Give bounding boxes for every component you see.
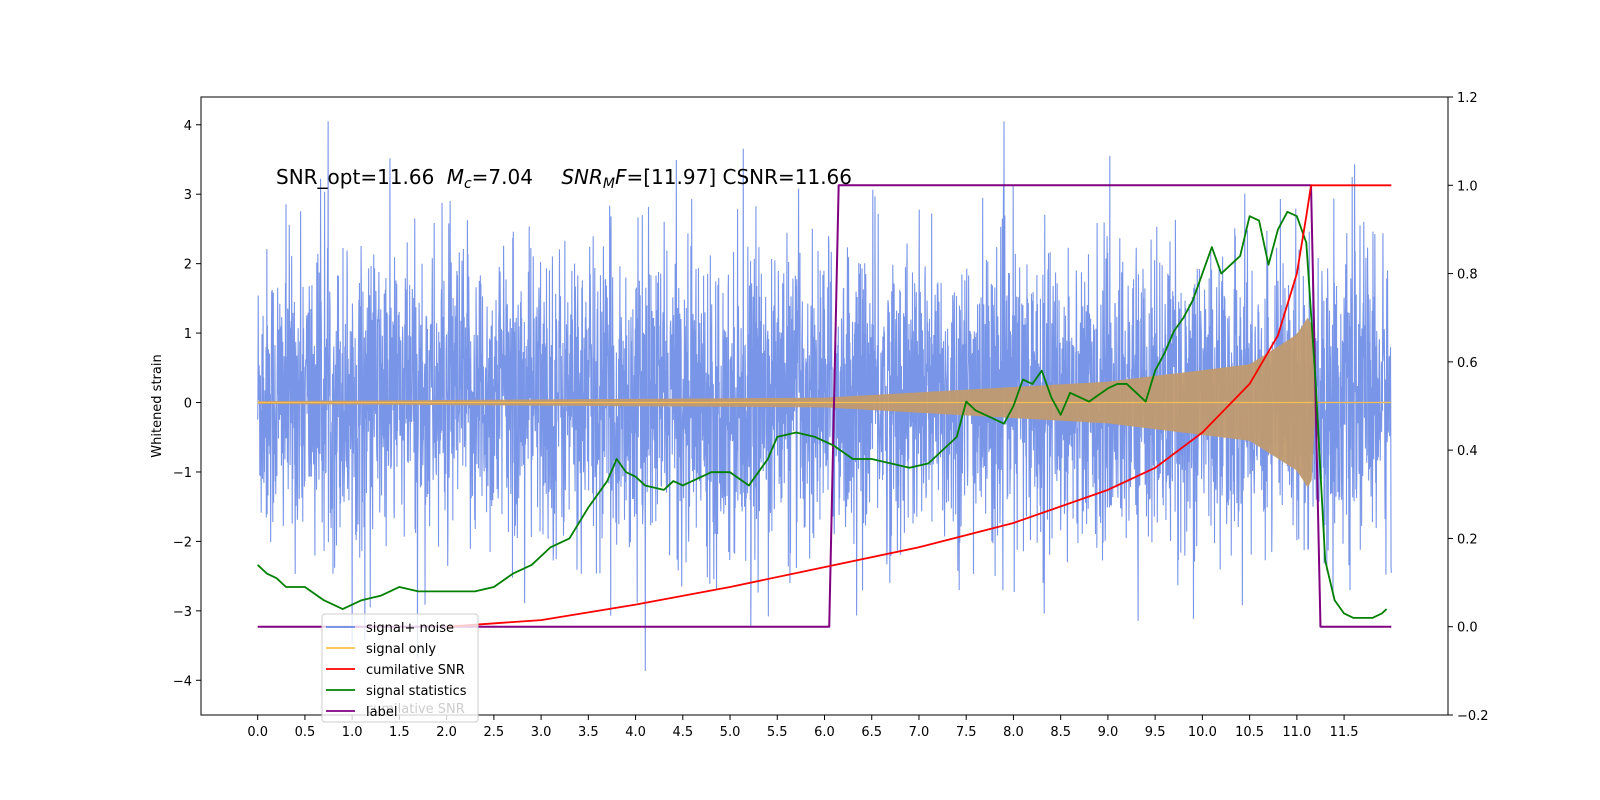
signal-statistics-line — [257, 210, 1388, 619]
x-tick-label: 5.0 — [720, 725, 741, 740]
x-tick-label: 0.0 — [247, 725, 268, 740]
y-tick-label: 4 — [184, 119, 192, 134]
annotation-snr-value: =[11.97] CSNR=11.66 — [627, 165, 853, 189]
legend-label: cumilative SNR — [366, 663, 465, 678]
annotation-mc-value: =7.04 — [472, 165, 533, 189]
signal-only-series — [257, 317, 1392, 488]
legend-label: signal only — [366, 642, 436, 657]
legend-label: signal+ noise — [366, 621, 454, 636]
x-tick-label: 6.0 — [814, 725, 835, 740]
x-tick-label: 3.5 — [578, 725, 599, 740]
y2-tick-label: 1.2 — [1457, 91, 1478, 106]
cumulative-snr-line — [446, 184, 1392, 628]
y2-tick-label: 1.0 — [1457, 179, 1478, 194]
y2-tick-label: 0.6 — [1457, 356, 1478, 371]
y-tick-label: 3 — [184, 188, 192, 203]
y-tick-label: 2 — [184, 258, 192, 273]
x-tick-label: 1.0 — [342, 725, 363, 740]
x-tick-label: 1.5 — [389, 725, 410, 740]
x-tick-label: 11.0 — [1282, 725, 1311, 740]
x-tick-label: 8.5 — [1050, 725, 1071, 740]
legend-ghost-text: cumilative SNR — [366, 702, 465, 717]
y-tick-label: −3 — [173, 605, 192, 620]
overlay-lines — [257, 184, 1392, 628]
x-tick-label: 10.5 — [1235, 725, 1264, 740]
x-tick-label: 2.5 — [484, 725, 505, 740]
y-tick-label: −2 — [173, 535, 192, 550]
y-axis-label: Whitened strain — [150, 354, 165, 457]
annotation-mc-symbol: M — [447, 165, 464, 189]
y2-tick-label: 0.8 — [1457, 268, 1478, 283]
legend: cumilative SNR signal+ noise signal only c… — [321, 613, 479, 723]
x-tick-label: 7.0 — [909, 725, 930, 740]
x-tick-label: 4.5 — [672, 725, 693, 740]
x-tick-label: 5.5 — [767, 725, 788, 740]
x-tick-label: 9.0 — [1098, 725, 1119, 740]
y2-tick-label: 0.4 — [1457, 444, 1478, 459]
y-tick-label: 0 — [184, 397, 192, 412]
y2-tick-label: 0.0 — [1457, 621, 1478, 636]
x-tick-label: 9.5 — [1145, 725, 1166, 740]
annotation-snr-f: F — [615, 165, 627, 189]
x-tick-label: 3.0 — [531, 725, 552, 740]
x-tick-label: 10.0 — [1188, 725, 1217, 740]
legend-box — [321, 613, 479, 723]
label-series-line — [257, 184, 1392, 628]
x-tick-label: 2.0 — [436, 725, 457, 740]
annotation-mc-sub: c — [464, 176, 472, 192]
y-axis-left: 4 3 2 1 0 −1 −2 −3 −4 — [173, 119, 201, 689]
y-tick-label: 1 — [184, 327, 192, 342]
x-tick-label: 11.5 — [1330, 725, 1359, 740]
annotation-snr-sub: M — [603, 176, 615, 192]
x-tick-label: 8.0 — [1003, 725, 1024, 740]
x-axis: 0.0 0.5 1.0 1.5 2.0 2.5 3.0 3.5 4.0 4.5 5.0 5.5 6.0 6… — [247, 715, 1359, 740]
x-tick-label: 7.5 — [956, 725, 977, 740]
y-axis-right: 1.2 1.0 0.8 0.6 0.4 0.2 0.0 −0.2 — [1448, 91, 1489, 724]
annotation-text: SNR_opt=11.66 Mc=7.04 SNRMF=[11.97] CSNR… — [276, 165, 852, 192]
x-tick-label: 4.0 — [625, 725, 646, 740]
legend-label: signal statistics — [366, 684, 467, 699]
x-tick-label: 0.5 — [295, 725, 316, 740]
y-tick-label: −4 — [173, 674, 192, 689]
x-tick-label: 6.5 — [861, 725, 882, 740]
legend-label: label — [366, 705, 397, 720]
annotation-snr-opt: SNR_opt=11.66 — [276, 165, 434, 189]
y-tick-label: −1 — [173, 466, 192, 481]
y2-tick-label: −0.2 — [1457, 709, 1489, 724]
annotation-snr-symbol: SNR — [561, 165, 603, 189]
y2-tick-label: 0.2 — [1457, 532, 1478, 547]
